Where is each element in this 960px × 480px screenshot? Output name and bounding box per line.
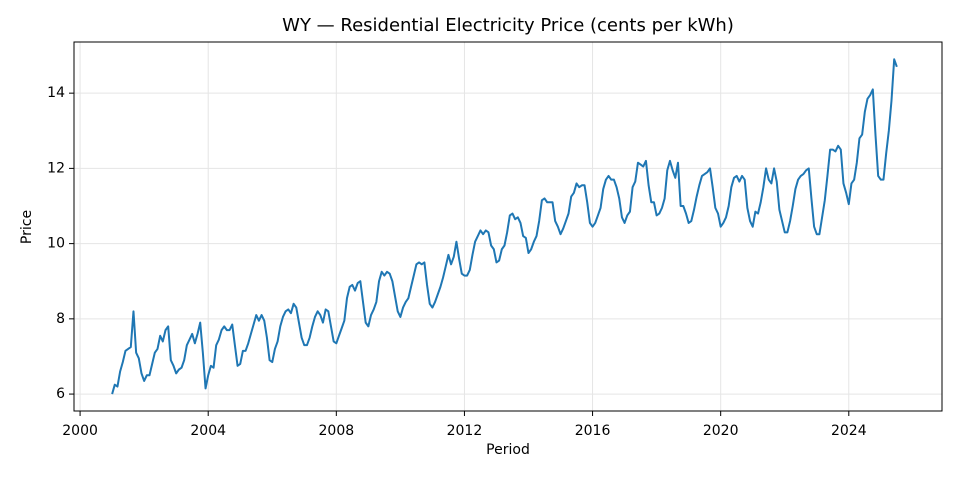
y-tick-label: 10: [47, 236, 65, 252]
x-tick-label: 2024: [831, 423, 867, 439]
chart-title: WY — Residential Electricity Price (cent…: [282, 15, 734, 36]
x-tick-label: 2020: [703, 423, 739, 439]
x-tick-label: 2016: [575, 423, 611, 439]
y-tick-label: 12: [47, 160, 65, 176]
y-tick-label: 8: [56, 311, 65, 327]
axes-frame: [73, 41, 943, 412]
x-axis-label: Period: [486, 442, 530, 458]
y-axis-label: Price: [19, 210, 35, 244]
data-line: [111, 58, 898, 395]
x-tick-label: 2008: [319, 423, 355, 439]
y-tick-label: 6: [56, 386, 65, 402]
x-tick-label: 2004: [190, 423, 226, 439]
x-tick-label: 2012: [447, 423, 483, 439]
y-tick-label: 14: [47, 85, 65, 101]
x-tick-label: 2000: [62, 423, 98, 439]
ticks: 2000 2004 2008 2012 2016 2020 2024 6 8 10 12 14: [47, 85, 867, 439]
plot-area: [111, 58, 898, 395]
